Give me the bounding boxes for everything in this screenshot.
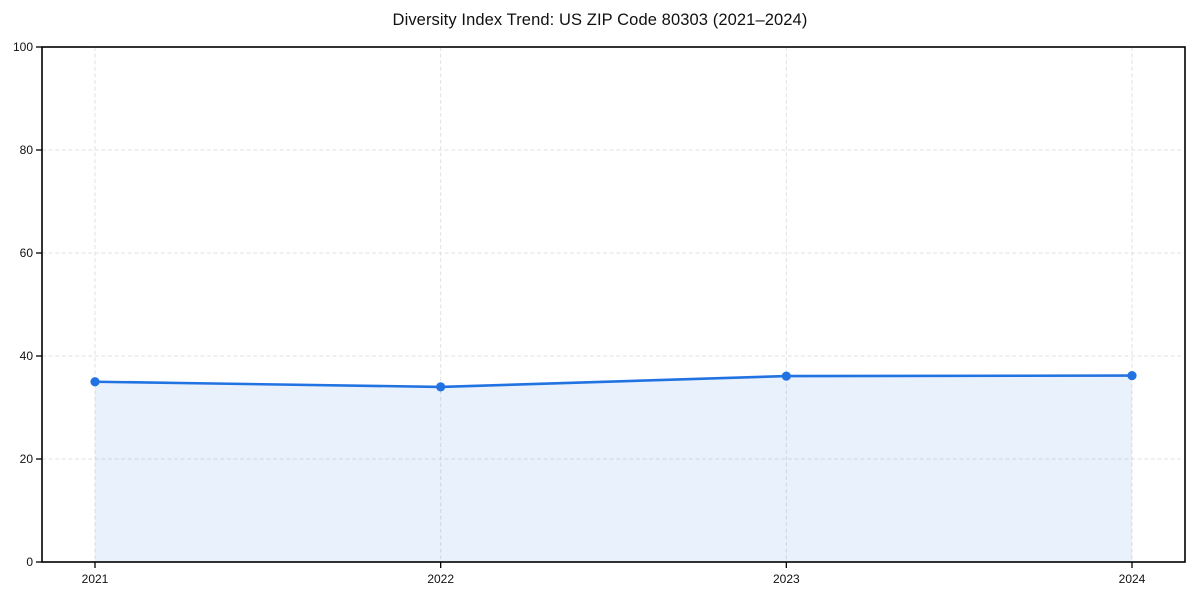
data-point-marker [1127, 370, 1137, 381]
data-point-marker [90, 377, 100, 387]
plot-border [41, 46, 1186, 563]
y-tick-label: 100 [13, 40, 33, 54]
data-point-marker [436, 382, 446, 392]
y-tick-label: 60 [20, 246, 34, 260]
x-tick-label: 2022 [427, 572, 454, 586]
data-point-marker [781, 371, 791, 381]
y-tick-label: 0 [26, 555, 33, 569]
y-tick-label: 80 [20, 143, 34, 157]
y-tick-label: 20 [20, 452, 34, 466]
trend-line [93, 374, 1134, 389]
x-tick-label: 2024 [1119, 572, 1146, 586]
x-tick-label: 2021 [82, 572, 109, 586]
chart-title: Diversity Index Trend: US ZIP Code 80303… [392, 11, 808, 29]
x-tick-label: 2023 [773, 572, 800, 586]
area-fill [95, 375, 1132, 562]
y-tick-label: 40 [20, 349, 34, 363]
